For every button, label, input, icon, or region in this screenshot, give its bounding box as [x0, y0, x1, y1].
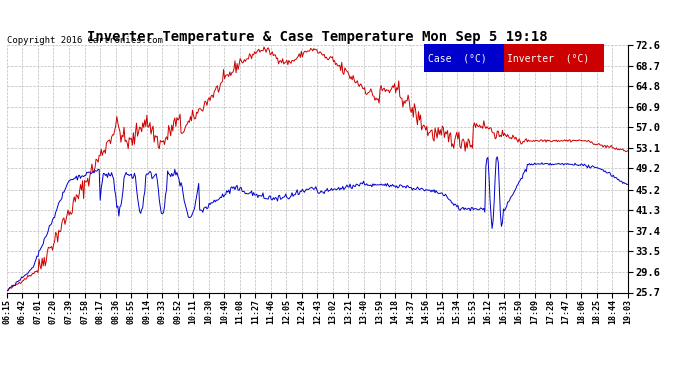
Text: Copyright 2016 Cartronics.com: Copyright 2016 Cartronics.com [7, 36, 163, 45]
Title: Inverter Temperature & Case Temperature Mon Sep 5 19:18: Inverter Temperature & Case Temperature … [87, 30, 548, 44]
Text: Case  (°C): Case (°C) [428, 53, 486, 63]
Text: Inverter  (°C): Inverter (°C) [507, 53, 589, 63]
